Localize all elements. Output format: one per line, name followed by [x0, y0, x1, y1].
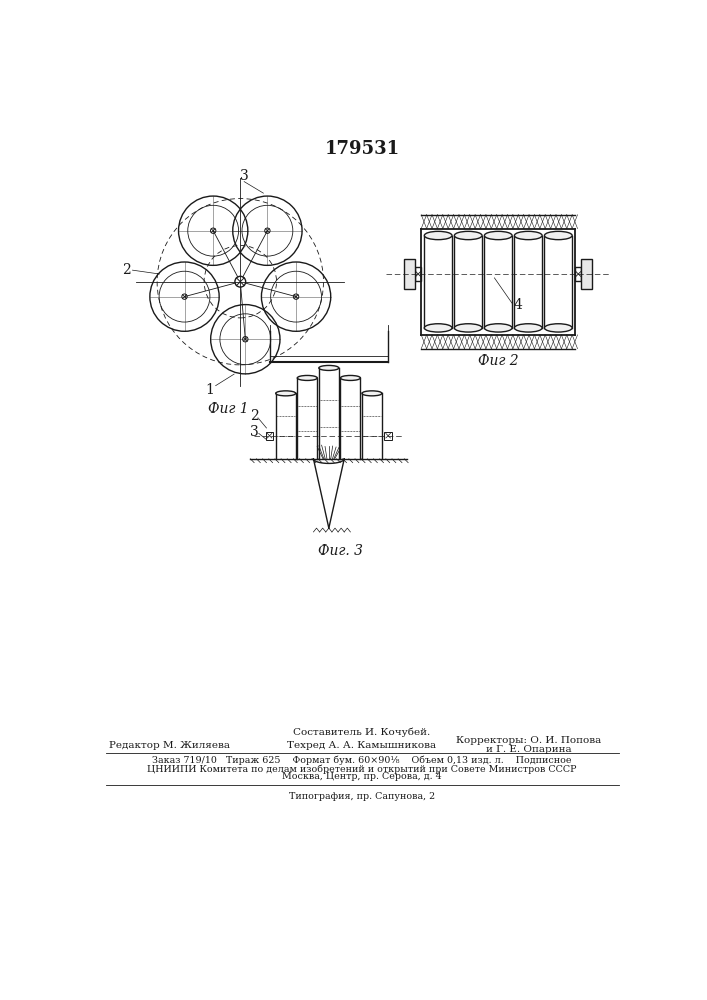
Ellipse shape [544, 324, 572, 332]
Bar [266, 432, 274, 440]
Text: Фиг 2: Фиг 2 [478, 354, 518, 368]
Text: ЦНИИПИ Комитета по делам изобретений и открытий при Совете Министров СССР: ЦНИИПИ Комитета по делам изобретений и о… [147, 764, 577, 774]
Text: 1: 1 [205, 382, 214, 396]
Bar [415, 267, 421, 281]
Text: 3: 3 [240, 169, 249, 183]
Text: 2: 2 [250, 409, 259, 423]
Text: Заказ 719/10   Тираж 625    Формат бум. 60×90¹⁄₈    Объем 0,13 изд. л.    Подпис: Заказ 719/10 Тираж 625 Формат бум. 60×90… [152, 756, 572, 765]
Bar [575, 267, 581, 281]
Text: Редактор М. Жиляева: Редактор М. Жиляева [109, 741, 230, 750]
Bar [385, 432, 392, 440]
Ellipse shape [424, 324, 452, 332]
Text: Составитель И. Кочубей.: Составитель И. Кочубей. [293, 727, 431, 737]
Ellipse shape [515, 231, 542, 240]
Text: 4: 4 [514, 298, 522, 312]
Ellipse shape [276, 391, 296, 396]
Text: Типография, пр. Сапунова, 2: Типография, пр. Сапунова, 2 [289, 792, 435, 801]
Ellipse shape [455, 231, 482, 240]
Ellipse shape [544, 231, 572, 240]
Ellipse shape [340, 375, 361, 380]
Ellipse shape [484, 231, 512, 240]
Text: Москва, Центр, пр. Серова, д. 4: Москва, Центр, пр. Серова, д. 4 [282, 772, 442, 781]
Text: и Г. Е. Опарина: и Г. Е. Опарина [486, 745, 572, 754]
Text: 179531: 179531 [325, 140, 399, 158]
Text: Фиг 1: Фиг 1 [209, 402, 249, 416]
Text: Фиг. 3: Фиг. 3 [318, 544, 363, 558]
Text: 2: 2 [122, 263, 131, 277]
Ellipse shape [515, 324, 542, 332]
Ellipse shape [297, 375, 317, 380]
Ellipse shape [319, 365, 339, 370]
Ellipse shape [455, 324, 482, 332]
Ellipse shape [362, 391, 382, 396]
Text: 3: 3 [250, 425, 259, 439]
Bar [404, 259, 415, 289]
Ellipse shape [424, 231, 452, 240]
Ellipse shape [484, 324, 512, 332]
Text: Корректоры: О. И. Попова: Корректоры: О. И. Попова [457, 736, 602, 745]
Text: Техред А. А. Камышникова: Техред А. А. Камышникова [287, 741, 436, 750]
Bar [581, 259, 592, 289]
